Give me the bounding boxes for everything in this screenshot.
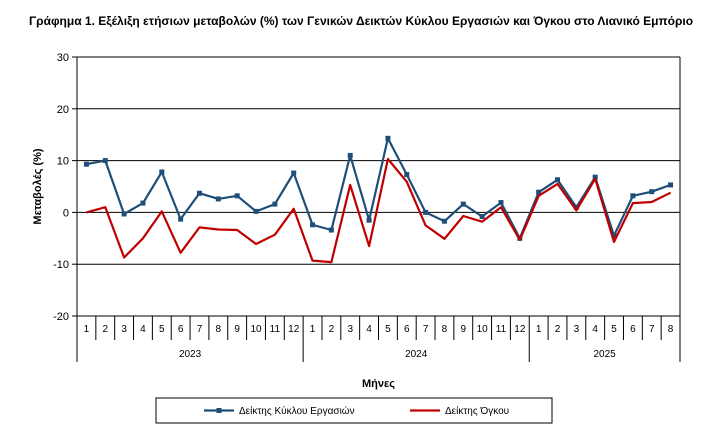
series-1-point: [215, 196, 221, 202]
series-1-point: [83, 161, 89, 167]
x-month-label: 6: [178, 324, 184, 335]
series-1-point: [102, 158, 108, 164]
series-1-point: [272, 201, 278, 207]
x-month-label: 5: [385, 324, 391, 335]
series-line-2: [86, 157, 672, 264]
series-1-point: [555, 177, 561, 183]
series-1-point: [159, 169, 165, 175]
x-axis-title: Μήνες: [362, 378, 395, 390]
x-month-label: 10: [250, 324, 262, 335]
y-tick-label: -20: [53, 311, 69, 323]
series-1-point: [291, 170, 297, 176]
series-1-point: [234, 193, 240, 199]
legend-marker-1: [216, 408, 222, 413]
y-tick-label: 10: [57, 156, 69, 168]
series-1-point: [310, 222, 316, 228]
y-tick-label: 30: [57, 52, 69, 64]
x-month-label: 9: [234, 324, 240, 335]
series-1-point: [441, 218, 447, 224]
series-1-point: [536, 189, 542, 195]
series-line-1: [86, 137, 671, 240]
x-month-label: 6: [630, 324, 636, 335]
y-tick-label: 0: [63, 207, 69, 219]
x-month-label: 4: [592, 324, 598, 335]
x-month-label: 1: [84, 324, 90, 335]
series-1-point: [611, 233, 617, 239]
y-tick-label: 20: [57, 104, 69, 116]
series-1-point: [253, 208, 259, 214]
x-month-label: 5: [611, 324, 617, 335]
x-month-label: 7: [649, 324, 655, 335]
x-month-label: 8: [668, 324, 674, 335]
series-1-point: [178, 216, 184, 222]
x-month-label: 3: [121, 324, 127, 335]
x-year-label: 2024: [405, 349, 428, 360]
x-month-label: 7: [423, 324, 429, 335]
x-month-label: 8: [442, 324, 448, 335]
series-1-point: [404, 172, 410, 178]
series-1-point: [649, 189, 655, 195]
x-month-label: 2: [102, 324, 108, 335]
series-1-point: [592, 174, 598, 180]
x-month-label: 4: [366, 324, 372, 335]
x-month-label: 12: [288, 324, 300, 335]
series-1-point: [668, 182, 674, 188]
legend-label-1: Δείκτης Κύκλου Εργασιών: [239, 405, 355, 417]
x-month-label: 12: [514, 324, 526, 335]
series-1-point: [366, 217, 372, 223]
series-1-point: [140, 200, 146, 206]
chart-title: Γράφημα 1. Εξέλιξη ετήσιων μεταβολών (%)…: [28, 14, 694, 28]
series-1-point: [347, 152, 353, 158]
legend-label-2: Δείκτης Όγκου: [445, 405, 509, 417]
series-1-point: [121, 211, 127, 217]
x-month-label: 1: [310, 324, 316, 335]
x-month-label: 3: [574, 324, 580, 335]
series-1-point: [196, 190, 202, 196]
series-1-point: [498, 200, 504, 206]
x-month-label: 8: [216, 324, 222, 335]
x-month-label: 2: [329, 324, 335, 335]
x-month-label: 4: [140, 324, 146, 335]
series-1-point: [385, 135, 391, 141]
series-1-point: [630, 193, 636, 199]
x-month-label: 3: [347, 324, 353, 335]
series-1-point: [328, 227, 334, 233]
series-1-point: [479, 214, 485, 220]
y-axis-title: Μεταβολές (%): [32, 148, 44, 224]
series-1-point: [423, 209, 429, 215]
x-month-label: 1: [536, 324, 542, 335]
series-1-point: [460, 201, 466, 207]
x-month-label: 6: [404, 324, 410, 335]
x-month-label: 7: [197, 324, 203, 335]
x-month-label: 11: [270, 324, 281, 335]
x-month-label: 10: [477, 324, 489, 335]
x-year-label: 2023: [179, 349, 202, 360]
series-1-point: [573, 204, 579, 210]
x-month-label: 5: [159, 324, 165, 335]
x-month-label: 9: [461, 324, 467, 335]
x-year-label: 2025: [594, 349, 617, 360]
y-tick-label: -10: [53, 259, 69, 271]
x-month-label: 2: [555, 324, 561, 335]
x-month-label: 11: [496, 324, 507, 335]
